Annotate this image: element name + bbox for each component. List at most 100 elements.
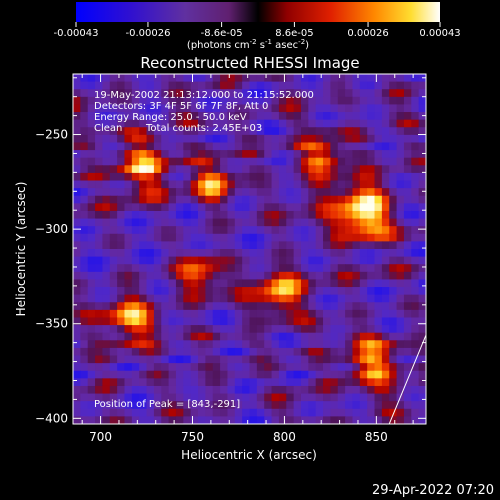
heatmap-cell [190,233,199,242]
heatmap-cell [381,325,390,334]
heatmap-cell [242,347,251,357]
heatmap-cell [374,355,383,364]
heatmap-cell [367,180,376,189]
heatmap-cell [323,233,331,242]
heatmap-cell [168,157,177,166]
heatmap-cell [381,294,390,303]
heatmap-cell [117,271,126,281]
heatmap-cell [95,393,104,402]
heatmap-cell [168,249,177,258]
heatmap-cell [153,294,162,303]
heatmap-cell [190,188,199,197]
heatmap-cell [109,112,118,121]
heatmap-cell [205,264,214,273]
heatmap-cell [220,119,229,128]
heatmap-cell [227,332,236,341]
heatmap-cell [396,294,405,303]
heatmap-cell [286,119,295,128]
heatmap-cell [367,279,376,288]
heatmap-cell [117,355,126,364]
heatmap-cell [389,317,398,326]
heatmap-cell [146,142,155,151]
heatmap-cell [227,294,236,303]
heatmap-cell [175,203,184,212]
heatmap-cell [396,218,405,227]
heatmap-cell [146,363,155,372]
heatmap-cell [315,112,324,121]
heatmap-cell [234,142,243,151]
heatmap-cell [323,416,331,424]
heatmap-cell [286,408,295,417]
heatmap-cell [271,96,280,106]
heatmap-cell [308,218,317,227]
heatmap-cell [161,172,170,182]
heatmap-cell [286,385,295,395]
heatmap-cell [198,74,206,83]
heatmap-cell [95,89,104,98]
heatmap-cell [403,378,412,387]
heatmap-cell [109,294,118,303]
heatmap-cell [220,393,229,402]
heatmap-cell [330,393,339,402]
heatmap-cell [175,393,184,402]
heatmap-cell [227,309,236,319]
heatmap-cell [308,332,317,341]
heatmap-cell [300,332,309,341]
heatmap-cell [411,119,420,128]
heatmap-cell [198,325,206,334]
heatmap-cell [293,408,302,417]
heatmap-cell [161,302,170,311]
heatmap-cell [293,317,302,326]
heatmap-cell [198,340,206,349]
heatmap-cell [323,150,331,159]
heatmap-cell [80,287,89,296]
heatmap-cell [220,218,229,227]
heatmap-cell [227,302,236,311]
heatmap-cell [323,119,331,128]
heatmap-cell [264,180,273,189]
heatmap-cell [139,370,148,379]
heatmap-cell [286,150,295,159]
heatmap-cell [124,385,133,395]
heatmap-cell [271,408,280,417]
heatmap-cell [271,302,280,311]
heatmap-cell [381,264,390,273]
heatmap-cell [117,370,126,379]
heatmap-cell [337,302,346,311]
heatmap-cell [190,112,199,121]
heatmap-cell [80,408,89,417]
heatmap-cell [102,317,111,326]
heatmap-cell [308,172,317,182]
heatmap-cell [168,218,177,227]
heatmap-cell [330,302,339,311]
heatmap-cell [153,89,162,98]
heatmap-cell [153,302,162,311]
heatmap-cell [286,81,295,90]
heatmap-cell [198,249,206,258]
heatmap-cell [242,355,251,364]
heatmap-cell [418,150,426,159]
heatmap-cell [183,89,192,98]
heatmap-cell [271,309,280,319]
heatmap-cell [374,74,383,83]
heatmap-cell [234,249,243,258]
heatmap-cell [161,249,170,258]
heatmap-cell [367,96,376,106]
heatmap-cell [323,188,331,197]
colorbar-ticks: -0.00043 -0.00026 -8.6e-05 8.6e-05 0.00026 0.… [54,22,461,39]
heatmap-cell [359,165,368,174]
heatmap-cell [175,218,184,227]
heatmap-cell [286,302,295,311]
heatmap-cell [146,279,155,288]
heatmap-cell [95,81,104,90]
heatmap-cell [153,309,162,319]
heatmap-cell [87,363,96,372]
heatmap-cell [367,264,376,273]
heatmap-cell [308,180,317,189]
heatmap-cell [345,347,354,357]
heatmap-cell [381,180,390,189]
heatmap-cell [293,180,302,189]
heatmap-cell [102,142,111,151]
heatmap-cell [264,249,273,258]
heatmap-cell [359,180,368,189]
